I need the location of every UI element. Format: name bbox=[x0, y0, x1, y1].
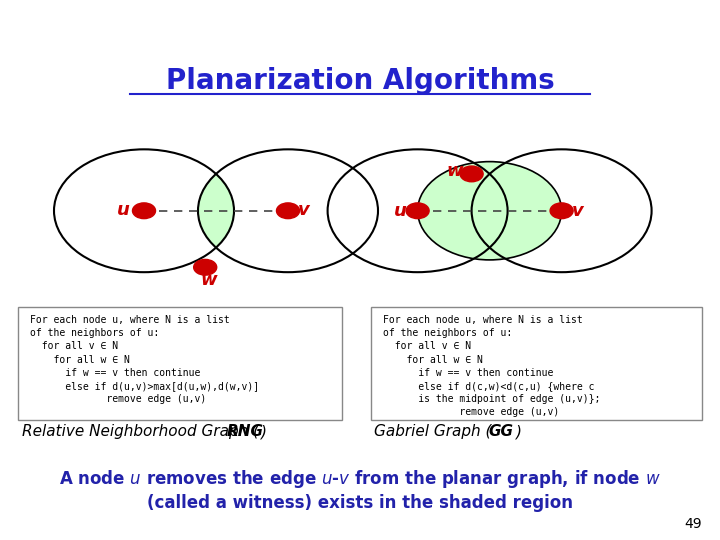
Text: u: u bbox=[394, 202, 407, 220]
Text: u: u bbox=[117, 201, 130, 219]
Circle shape bbox=[276, 203, 300, 219]
Circle shape bbox=[418, 161, 562, 260]
Text: v: v bbox=[298, 201, 310, 219]
Circle shape bbox=[550, 203, 573, 219]
Text: ): ) bbox=[516, 424, 521, 440]
Text: Relative Neighborhood Graph (: Relative Neighborhood Graph ( bbox=[22, 424, 258, 440]
Circle shape bbox=[194, 259, 217, 275]
Circle shape bbox=[406, 203, 429, 219]
Text: For each node u, where N is a list
of the neighbors of u:
  for all v ∈ N
    fo: For each node u, where N is a list of th… bbox=[383, 315, 600, 417]
FancyBboxPatch shape bbox=[18, 307, 342, 420]
Text: RNG: RNG bbox=[227, 424, 264, 440]
Text: w: w bbox=[200, 271, 217, 288]
Text: Planarization Algorithms: Planarization Algorithms bbox=[166, 66, 554, 94]
Text: (called a witness) exists in the shaded region: (called a witness) exists in the shaded … bbox=[147, 494, 573, 512]
Text: UNIVERSITY of: UNIVERSITY of bbox=[47, 11, 97, 17]
Text: For each node u, where N is a list
of the neighbors of u:
  for all v ∈ N
    fo: For each node u, where N is a list of th… bbox=[30, 315, 259, 404]
Text: 49: 49 bbox=[685, 517, 702, 531]
Text: UF: UF bbox=[7, 8, 34, 26]
FancyBboxPatch shape bbox=[371, 307, 702, 420]
Text: w: w bbox=[446, 163, 463, 180]
Text: Gabriel Graph (: Gabriel Graph ( bbox=[374, 424, 492, 440]
Polygon shape bbox=[198, 174, 234, 248]
Text: FLORIDA: FLORIDA bbox=[47, 30, 101, 40]
Text: A node $\mathit{u}$ removes the edge $\mathit{u}$-$\mathit{v}$ from the planar g: A node $\mathit{u}$ removes the edge $\m… bbox=[59, 468, 661, 490]
Text: ): ) bbox=[261, 424, 266, 440]
Text: GG: GG bbox=[488, 424, 513, 440]
Circle shape bbox=[132, 203, 156, 219]
Circle shape bbox=[460, 166, 483, 182]
Text: v: v bbox=[572, 202, 583, 220]
